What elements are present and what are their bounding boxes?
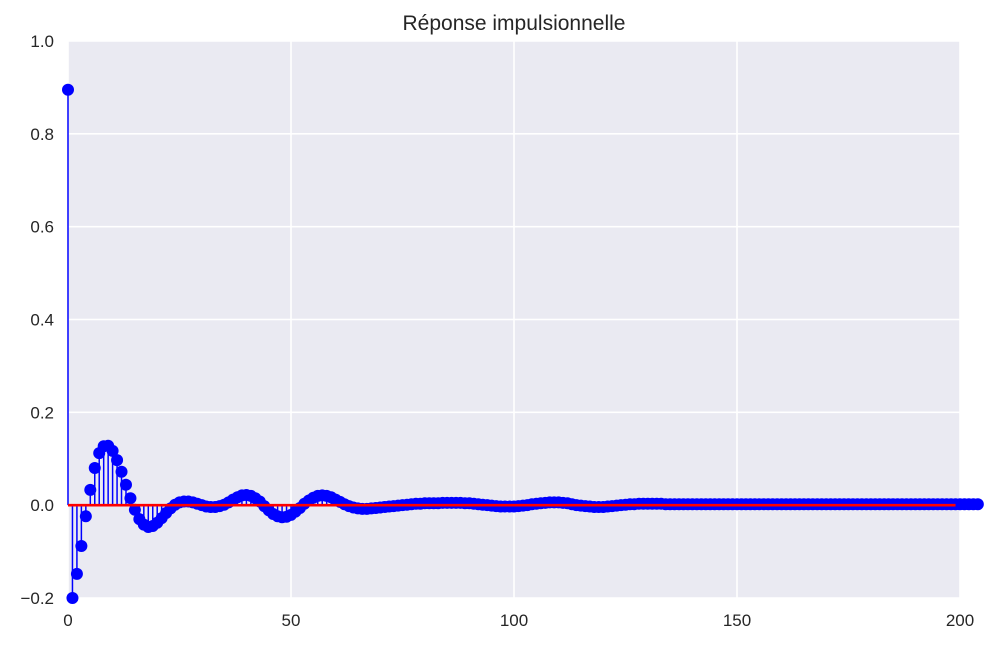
stem-marker xyxy=(971,498,984,511)
y-tick-label: 0.6 xyxy=(30,218,54,237)
stem-marker xyxy=(62,83,74,96)
x-axis-ticks: 0 50 100 150 200 xyxy=(63,611,974,630)
stem-marker xyxy=(84,483,97,496)
y-tick-label: 0.2 xyxy=(30,403,54,422)
stem-marker xyxy=(70,567,83,580)
x-tick-label: 50 xyxy=(282,611,301,630)
x-tick-label: 200 xyxy=(946,611,974,630)
y-tick-label: −0.2 xyxy=(20,589,54,608)
stem-marker xyxy=(115,465,128,478)
stem-marker xyxy=(128,503,141,516)
stem-marker xyxy=(111,454,124,467)
y-tick-label: 1.0 xyxy=(30,32,54,51)
y-tick-label: 0.4 xyxy=(30,311,54,330)
y-axis-ticks: −0.2 0.0 0.2 0.4 0.6 0.8 1.0 xyxy=(20,32,54,608)
stem-marker xyxy=(106,444,119,457)
stem-marker xyxy=(75,540,88,553)
stem-marker xyxy=(88,462,101,475)
grid-lines xyxy=(67,40,961,599)
x-tick-label: 0 xyxy=(63,611,72,630)
x-tick-label: 100 xyxy=(500,611,528,630)
stem-marker xyxy=(79,510,92,523)
y-tick-label: 0.0 xyxy=(30,496,54,515)
stem-marker xyxy=(66,592,79,604)
x-tick-label: 150 xyxy=(723,611,751,630)
stem-marker xyxy=(124,492,137,505)
stem-marker xyxy=(119,478,132,491)
chart-title: Réponse impulsionnelle xyxy=(403,12,626,35)
y-tick-label: 0.8 xyxy=(30,125,54,144)
